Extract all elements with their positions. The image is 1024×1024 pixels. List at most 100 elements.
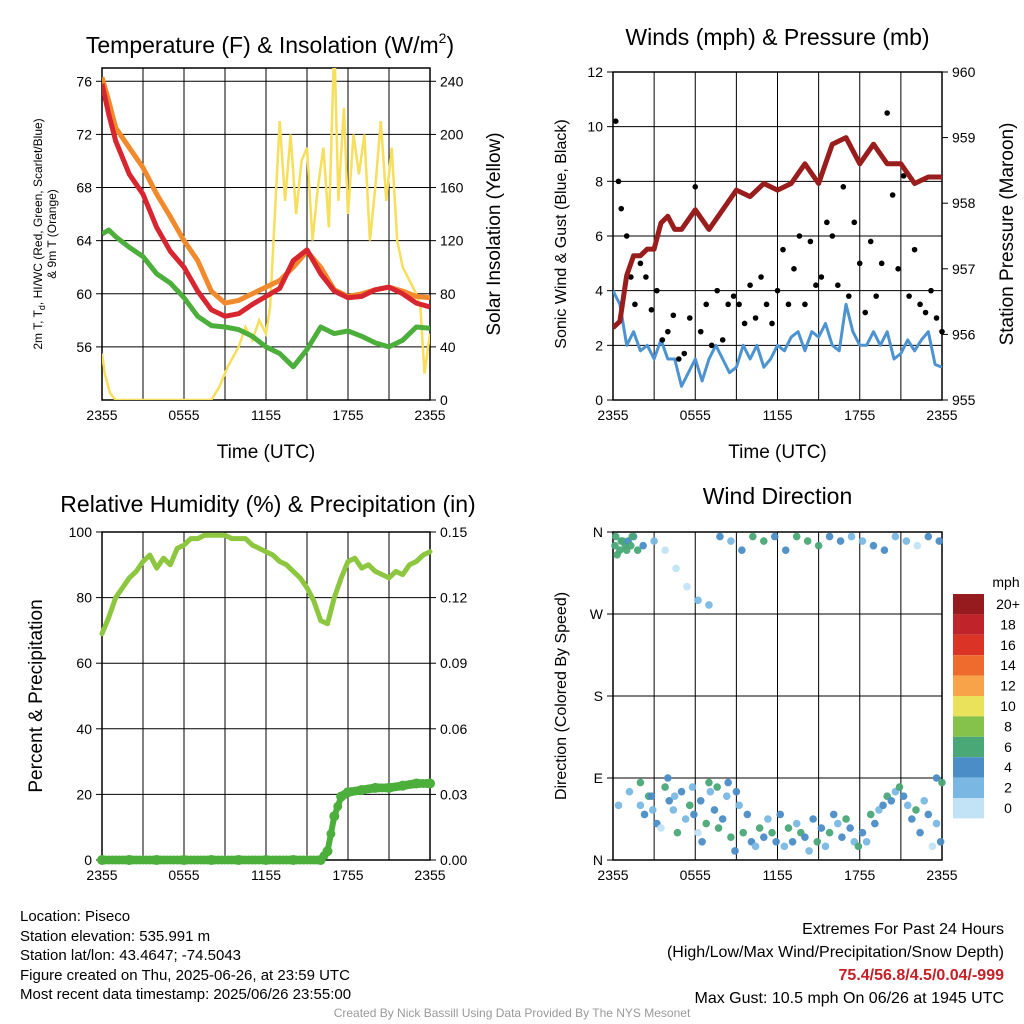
- y-axis-label-line2: & 9m T (Orange): [45, 189, 59, 279]
- legend-label: 4: [1004, 759, 1012, 775]
- direction-point: [932, 774, 941, 782]
- direction-point: [647, 792, 656, 801]
- y-axis-label: Percent & Precipitation: [26, 599, 47, 792]
- y-tick-label: 2: [595, 337, 603, 353]
- legend-label: 18: [1000, 616, 1016, 632]
- elevation-text: Station elevation: 535.991 m: [20, 927, 211, 945]
- direction-point: [829, 810, 838, 819]
- y2-tick-label: 0.12: [440, 590, 467, 606]
- direction-point: [665, 796, 674, 805]
- gust-point: [681, 350, 688, 357]
- extremes-title: Extremes For Past 24 Hours: [802, 921, 1004, 938]
- y-tick-label: 40: [76, 721, 92, 737]
- precipitation-dot: [323, 846, 332, 856]
- direction-point: [755, 824, 764, 832]
- gust-point: [851, 219, 858, 226]
- x-tick-label: 2355: [86, 867, 117, 883]
- direction-point: [836, 537, 845, 545]
- direction-point: [902, 537, 911, 545]
- x-tick-label: 0555: [680, 867, 711, 883]
- created-text: Figure created on Thu, 2025-06-26, at 23…: [20, 966, 350, 984]
- direction-point: [705, 778, 713, 787]
- legend-label: 14: [1000, 657, 1016, 673]
- direction-point: [814, 541, 823, 550]
- gust-point: [643, 274, 649, 280]
- direction-point: [899, 792, 908, 801]
- direction-point: [903, 801, 912, 810]
- direction-point: [768, 828, 776, 837]
- direction-point: [847, 532, 856, 541]
- insolation-line: [102, 68, 430, 400]
- gust-point: [796, 233, 803, 239]
- direction-point: [622, 546, 631, 555]
- temperature-line: [102, 227, 430, 370]
- y2-axis-label: Station Pressure (Maroon): [997, 123, 1018, 346]
- direction-point: [672, 564, 680, 573]
- direction-point: [625, 787, 634, 796]
- gust-point: [628, 274, 634, 280]
- direction-point: [698, 837, 706, 846]
- gust-point: [774, 287, 781, 294]
- precipitation-dot: [333, 801, 343, 811]
- legend-label: 0: [1004, 800, 1012, 816]
- direction-point: [932, 819, 941, 828]
- direction-point: [813, 837, 822, 846]
- direction-point: [683, 582, 691, 591]
- legend-label: 12: [1000, 678, 1016, 694]
- y-tick-label: 4: [595, 283, 603, 299]
- extremes-info: Extremes For Past 24 Hours (High/Low/Max…: [667, 918, 1004, 1010]
- direction-point: [673, 828, 682, 837]
- direction-point: [780, 842, 789, 851]
- direction-point: [705, 601, 713, 609]
- legend-title: mph: [992, 574, 1019, 590]
- gust-point: [665, 328, 671, 335]
- y-tick-label: 12: [587, 64, 603, 80]
- direction-point: [834, 819, 842, 828]
- x-tick-label: 2355: [597, 407, 628, 423]
- direction-point: [677, 787, 686, 796]
- y2-tick-label: 200: [440, 126, 464, 142]
- direction-point: [858, 537, 867, 545]
- gust-point: [659, 337, 666, 343]
- direction-point: [772, 837, 780, 846]
- gust-point: [906, 293, 912, 299]
- gust-point: [708, 342, 715, 349]
- y-tick-label: 0: [84, 852, 92, 868]
- direction-point: [743, 810, 752, 819]
- direction-point: [702, 819, 711, 828]
- direction-point: [792, 532, 801, 541]
- direction-point: [924, 810, 933, 819]
- direction-point: [648, 806, 657, 814]
- gust-point: [856, 260, 863, 267]
- direction-point: [751, 842, 760, 851]
- direction-point: [788, 837, 797, 846]
- direction-point: [908, 815, 916, 823]
- pressure-line: [613, 135, 942, 330]
- x-tick-label: 0555: [168, 407, 199, 423]
- y-tick-label: N: [593, 524, 603, 540]
- direction-point: [722, 792, 731, 801]
- direction-point: [792, 819, 801, 828]
- direction-point: [770, 532, 779, 541]
- direction-point: [916, 828, 924, 837]
- precipitation-dot: [329, 811, 339, 821]
- direction-point: [696, 796, 705, 805]
- direction-point: [912, 806, 920, 814]
- gust-point: [928, 287, 934, 294]
- y2-tick-label: 956: [952, 326, 976, 342]
- legend-label: 2: [1004, 780, 1012, 796]
- y2-tick-label: 80: [440, 286, 456, 302]
- y-tick-label: 6: [595, 228, 603, 244]
- direction-point: [887, 796, 896, 805]
- legend-swatch: [953, 716, 984, 737]
- direction-point: [633, 546, 642, 555]
- y2-tick-label: 0.00: [440, 852, 467, 868]
- gust-point: [692, 184, 699, 190]
- chart-title: Temperature (F) & Insolation (W/m2): [86, 30, 454, 58]
- y-tick-label: 68: [76, 180, 92, 196]
- direction-point: [854, 842, 863, 851]
- legend-swatch: [953, 757, 984, 778]
- x-tick-label: 2355: [414, 867, 445, 883]
- gust-point: [703, 301, 710, 308]
- recent-data-text: Most recent data timestamp: 2025/06/26 2…: [20, 986, 352, 1003]
